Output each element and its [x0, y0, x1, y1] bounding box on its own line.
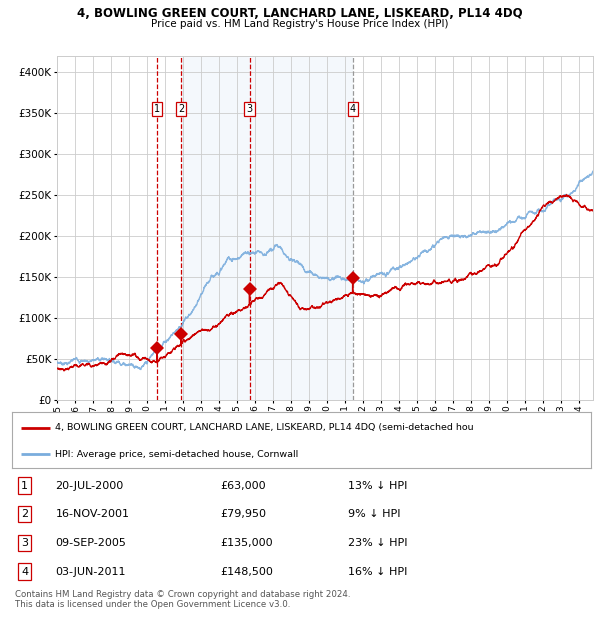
- Text: 2: 2: [178, 104, 184, 114]
- Text: 03-JUN-2011: 03-JUN-2011: [55, 567, 126, 577]
- Text: 3: 3: [21, 538, 28, 548]
- Text: 20-JUL-2000: 20-JUL-2000: [55, 480, 124, 490]
- Text: 16% ↓ HPI: 16% ↓ HPI: [348, 567, 407, 577]
- Text: £135,000: £135,000: [220, 538, 273, 548]
- Text: £63,000: £63,000: [220, 480, 266, 490]
- Text: HPI: Average price, semi-detached house, Cornwall: HPI: Average price, semi-detached house,…: [55, 450, 299, 459]
- Text: Price paid vs. HM Land Registry's House Price Index (HPI): Price paid vs. HM Land Registry's House …: [151, 19, 449, 29]
- Text: 16-NOV-2001: 16-NOV-2001: [55, 509, 130, 519]
- Text: 4: 4: [21, 567, 28, 577]
- Text: 4, BOWLING GREEN COURT, LANCHARD LANE, LISKEARD, PL14 4DQ (semi-detached hou: 4, BOWLING GREEN COURT, LANCHARD LANE, L…: [55, 423, 474, 432]
- Text: Contains HM Land Registry data © Crown copyright and database right 2024.: Contains HM Land Registry data © Crown c…: [15, 590, 350, 600]
- Text: 23% ↓ HPI: 23% ↓ HPI: [348, 538, 407, 548]
- Text: 1: 1: [154, 104, 160, 114]
- Text: 13% ↓ HPI: 13% ↓ HPI: [348, 480, 407, 490]
- Text: 4: 4: [350, 104, 356, 114]
- Text: 9% ↓ HPI: 9% ↓ HPI: [348, 509, 400, 519]
- Text: £79,950: £79,950: [220, 509, 266, 519]
- Text: £148,500: £148,500: [220, 567, 274, 577]
- Text: 4, BOWLING GREEN COURT, LANCHARD LANE, LISKEARD, PL14 4DQ: 4, BOWLING GREEN COURT, LANCHARD LANE, L…: [77, 7, 523, 20]
- Text: 1: 1: [21, 480, 28, 490]
- Bar: [181, 56, 353, 400]
- Text: This data is licensed under the Open Government Licence v3.0.: This data is licensed under the Open Gov…: [15, 600, 290, 609]
- Text: 2: 2: [21, 509, 28, 519]
- Text: 3: 3: [247, 104, 253, 114]
- Text: 09-SEP-2005: 09-SEP-2005: [55, 538, 127, 548]
